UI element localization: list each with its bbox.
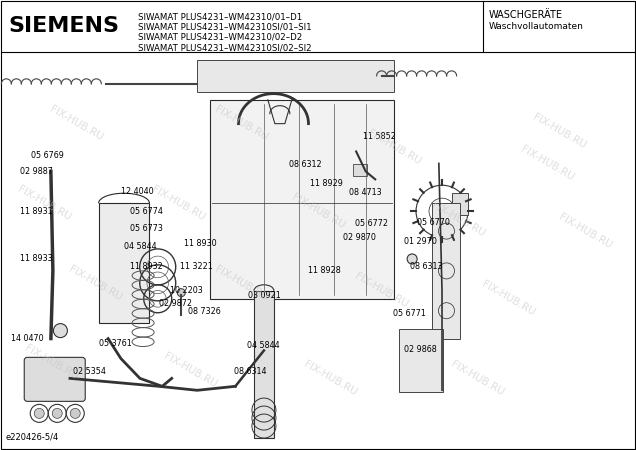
Text: WASCHGERÄTE: WASCHGERÄTE	[489, 10, 563, 20]
Text: 11 8929: 11 8929	[310, 179, 343, 188]
Text: FIX-HUB.RU: FIX-HUB.RU	[213, 264, 270, 302]
Bar	[210, 100, 394, 299]
Text: 02 9872: 02 9872	[159, 299, 192, 308]
Text: FIX-HUB.RU: FIX-HUB.RU	[149, 184, 207, 222]
FancyBboxPatch shape	[399, 328, 443, 392]
Text: FIX-HUB.RU: FIX-HUB.RU	[518, 144, 576, 183]
Text: 05 6769: 05 6769	[31, 151, 64, 160]
Text: 08 6314: 08 6314	[234, 367, 266, 376]
Text: 11 8930: 11 8930	[184, 239, 217, 248]
FancyBboxPatch shape	[452, 193, 467, 215]
Text: FIX-HUB.RU: FIX-HUB.RU	[67, 264, 124, 302]
Text: FIX-HUB.RU: FIX-HUB.RU	[22, 343, 80, 382]
Text: FIX-HUB.RU: FIX-HUB.RU	[353, 271, 410, 310]
Text: 14 0470: 14 0470	[11, 334, 44, 343]
Text: 05 6771: 05 6771	[393, 310, 426, 319]
Text: 02 9887: 02 9887	[20, 167, 53, 176]
Text: 05 3761: 05 3761	[99, 339, 131, 348]
Text: 04 5844: 04 5844	[247, 341, 279, 350]
Text: FIX-HUB.RU: FIX-HUB.RU	[16, 184, 73, 222]
Text: FIX-HUB.RU: FIX-HUB.RU	[48, 104, 105, 143]
FancyBboxPatch shape	[432, 203, 460, 338]
Text: 11 8933: 11 8933	[20, 254, 53, 263]
Text: 08 6312: 08 6312	[289, 160, 322, 169]
Bar	[254, 291, 274, 438]
Text: 05 6774: 05 6774	[130, 207, 163, 216]
Text: 03 0921: 03 0921	[248, 291, 280, 300]
Text: FIX-HUB.RU: FIX-HUB.RU	[289, 192, 347, 230]
Text: 11 5852: 11 5852	[363, 132, 396, 141]
Text: 11 3221: 11 3221	[180, 262, 212, 271]
Text: SIWAMAT PLUS4231–WM42310/01–D1: SIWAMAT PLUS4231–WM42310/01–D1	[138, 12, 302, 21]
Text: Waschvollautomaten: Waschvollautomaten	[489, 22, 584, 31]
Text: 11 8931: 11 8931	[20, 207, 53, 216]
Text: FIX-HUB.RU: FIX-HUB.RU	[302, 359, 359, 398]
Text: 08 4713: 08 4713	[349, 188, 381, 197]
Circle shape	[53, 324, 67, 338]
Text: 05 6770: 05 6770	[417, 218, 450, 227]
Bar	[197, 60, 394, 92]
Circle shape	[34, 408, 45, 419]
Text: FIX-HUB.RU: FIX-HUB.RU	[162, 351, 219, 390]
Text: 02 9868: 02 9868	[404, 345, 436, 354]
Bar	[354, 164, 368, 176]
Circle shape	[407, 254, 417, 264]
Text: FIX-HUB.RU: FIX-HUB.RU	[531, 112, 588, 151]
Text: 05 6772: 05 6772	[355, 220, 388, 229]
FancyBboxPatch shape	[24, 357, 85, 401]
Circle shape	[52, 408, 62, 419]
Circle shape	[177, 289, 185, 297]
Text: FIX-HUB.RU: FIX-HUB.RU	[556, 212, 614, 250]
Text: FIX-HUB.RU: FIX-HUB.RU	[448, 359, 506, 398]
Text: 10 2203: 10 2203	[170, 286, 203, 295]
Text: SIWAMAT PLUS4231–WM42310SI/01–SI1: SIWAMAT PLUS4231–WM42310SI/01–SI1	[138, 22, 312, 32]
Bar	[99, 203, 149, 323]
Text: 02 9870: 02 9870	[343, 233, 377, 242]
Text: FIX-HUB.RU: FIX-HUB.RU	[213, 104, 270, 143]
Circle shape	[70, 408, 80, 419]
Text: 08 7326: 08 7326	[188, 307, 220, 316]
Text: FIX-HUB.RU: FIX-HUB.RU	[480, 279, 537, 318]
Text: 01 2970: 01 2970	[404, 237, 437, 246]
Text: 08 6313: 08 6313	[410, 261, 443, 270]
Text: 12 4040: 12 4040	[121, 187, 153, 196]
Text: 05 6773: 05 6773	[130, 224, 163, 233]
Text: e220426-5/4: e220426-5/4	[6, 433, 59, 442]
Text: FIX-HUB.RU: FIX-HUB.RU	[429, 200, 487, 239]
Text: 11 8932: 11 8932	[130, 262, 163, 271]
Text: 11 8928: 11 8928	[308, 266, 341, 274]
Text: 02 5354: 02 5354	[73, 367, 106, 376]
Text: FIX-HUB.RU: FIX-HUB.RU	[366, 128, 423, 167]
Text: 04 5844: 04 5844	[124, 242, 156, 251]
Text: SIEMENS: SIEMENS	[8, 16, 119, 36]
Text: SIWAMAT PLUS4231–WM42310SI/02–SI2: SIWAMAT PLUS4231–WM42310SI/02–SI2	[138, 44, 312, 53]
Text: SIWAMAT PLUS4231–WM42310/02–D2: SIWAMAT PLUS4231–WM42310/02–D2	[138, 33, 302, 42]
